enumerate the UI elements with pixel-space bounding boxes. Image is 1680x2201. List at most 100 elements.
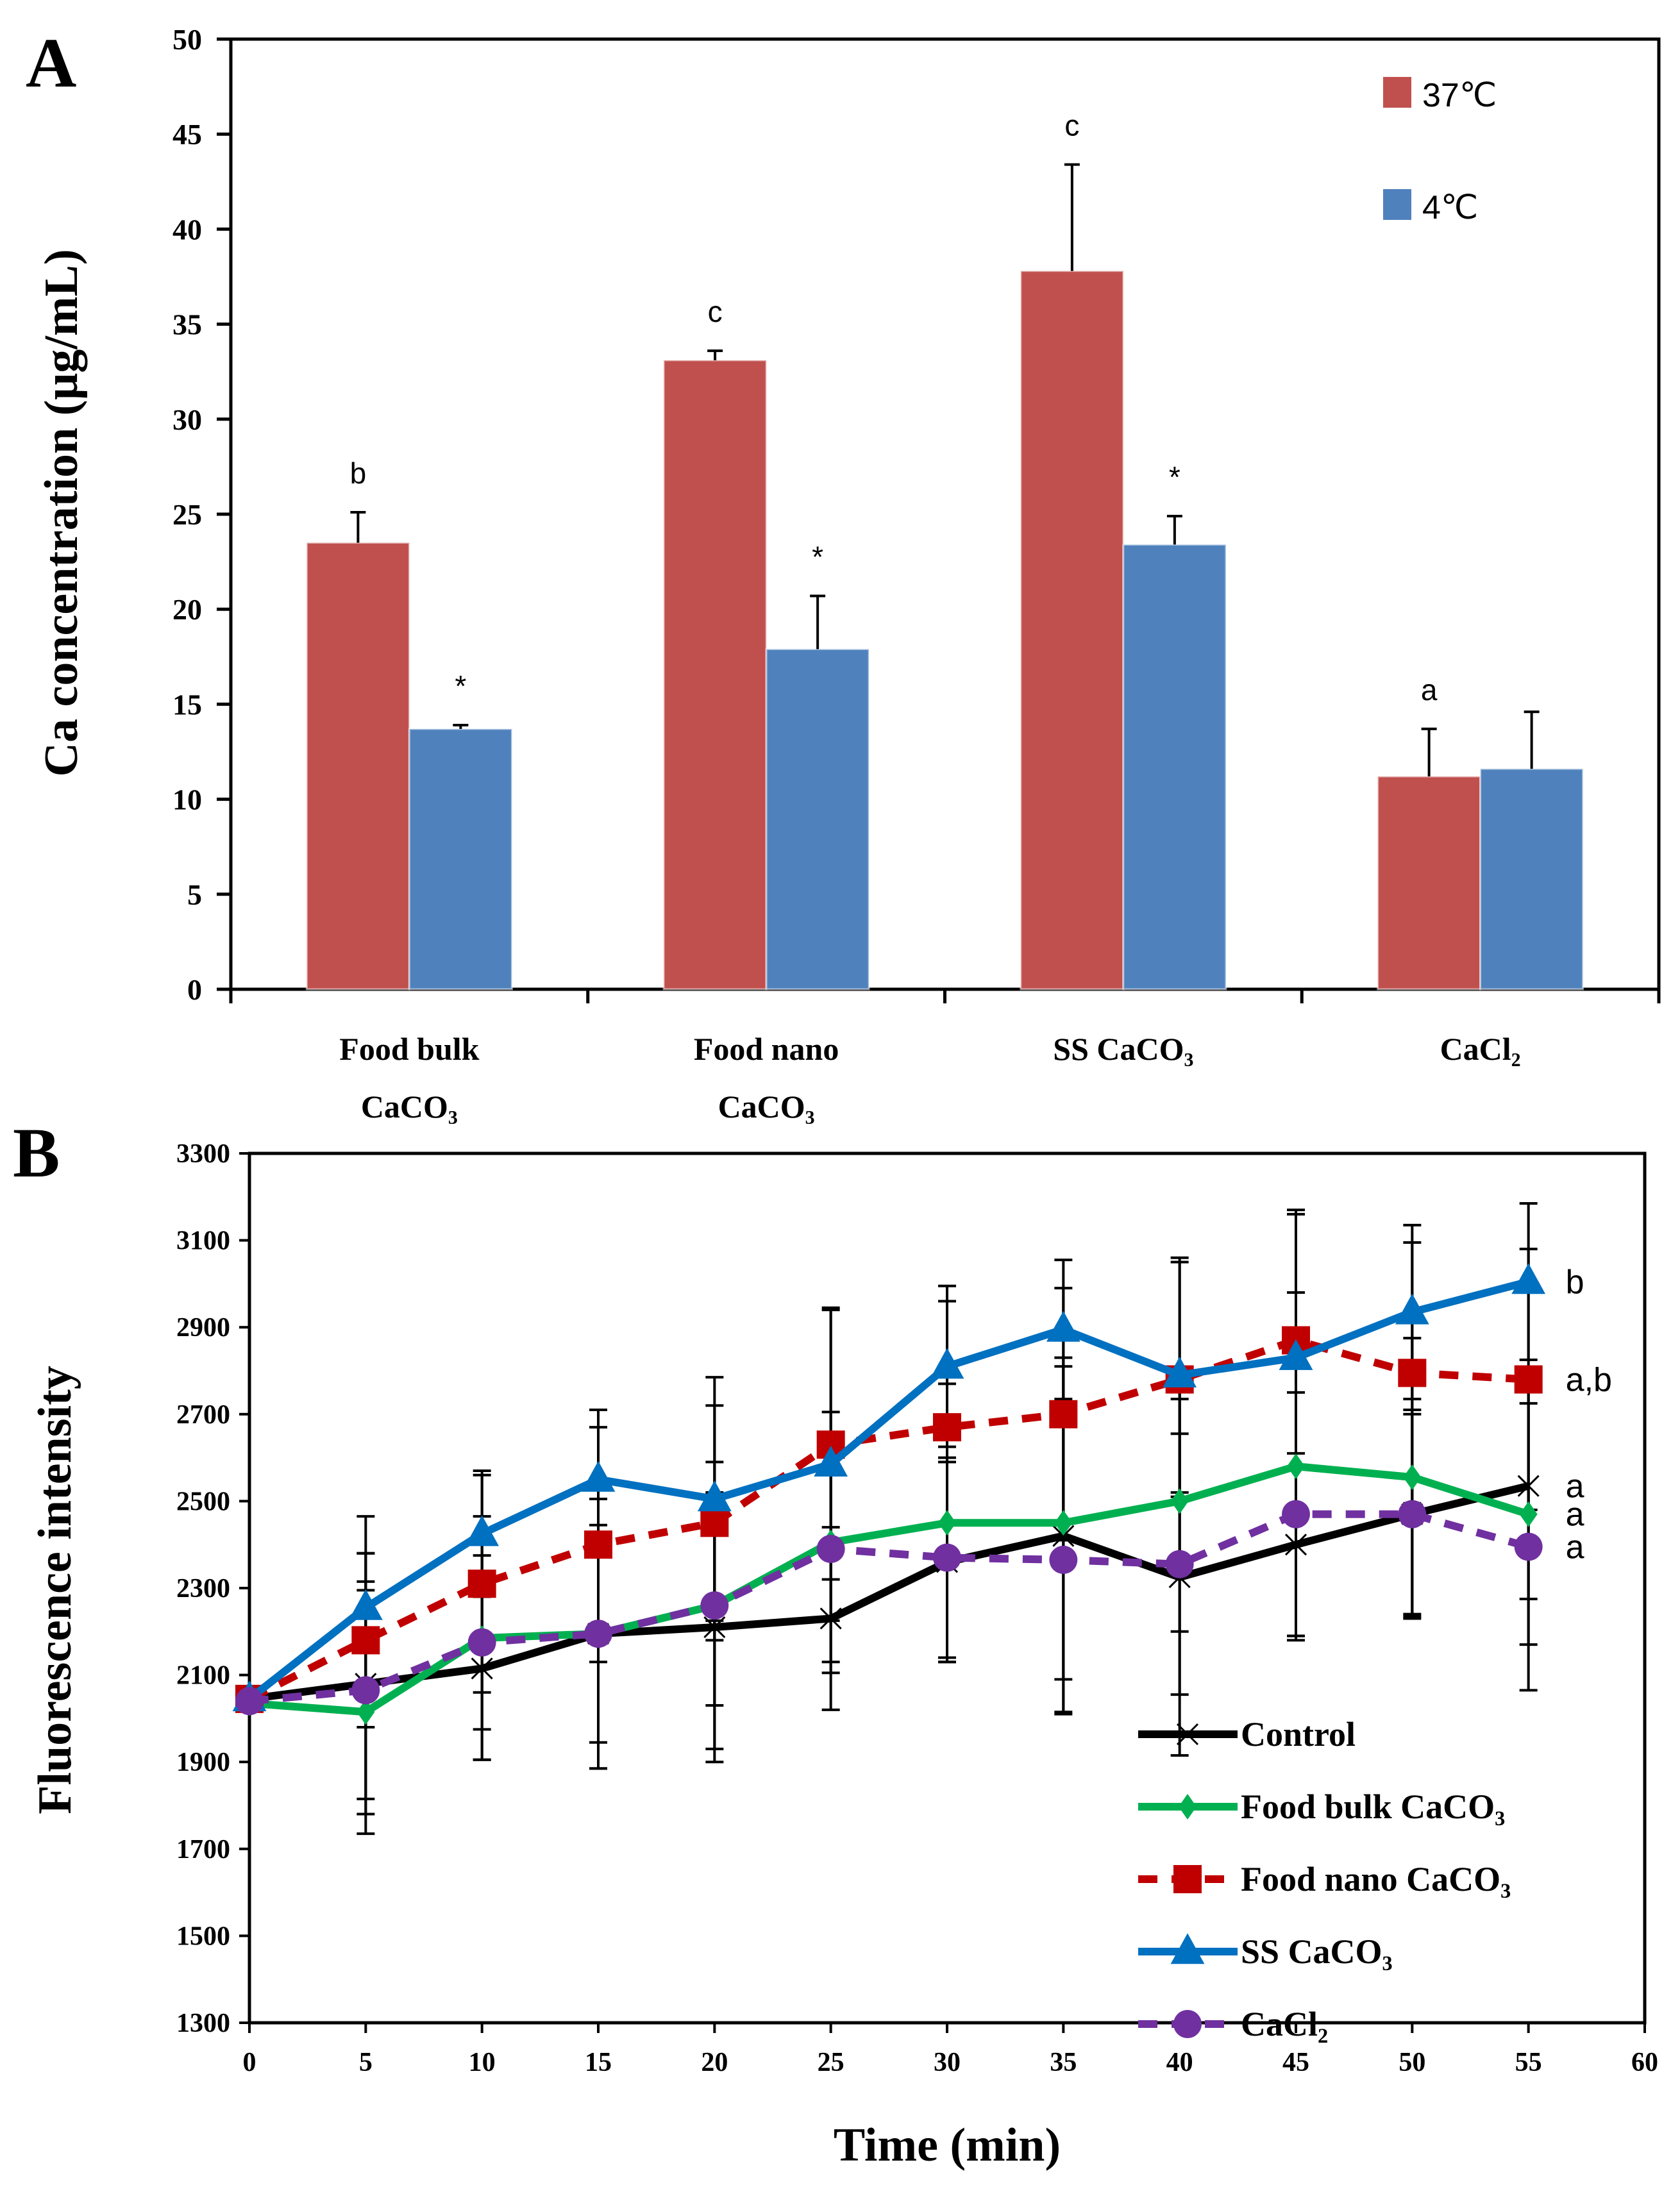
data-point xyxy=(1179,1794,1197,1820)
panel-b-letter: B xyxy=(13,1114,60,1192)
data-point xyxy=(1165,1550,1194,1578)
data-point xyxy=(584,1530,612,1559)
y-tick-label: 1300 xyxy=(176,2009,230,2038)
y-tick-label: 35 xyxy=(172,308,202,341)
data-point xyxy=(703,1616,726,1639)
data-point xyxy=(351,1676,380,1705)
data-point xyxy=(1519,1501,1538,1527)
bar xyxy=(1377,775,1482,991)
x-tick-label: 0 xyxy=(243,2048,256,2077)
bar xyxy=(1479,767,1584,991)
data-point xyxy=(1514,1532,1543,1561)
data-point xyxy=(1398,1359,1427,1387)
significance-label: c xyxy=(708,295,723,328)
marker-stroke xyxy=(819,1607,842,1630)
data-point xyxy=(235,1687,264,1716)
legend-label: CaCl₂ xyxy=(1241,2005,1328,2043)
data-point xyxy=(1054,1510,1073,1536)
significance-label: c xyxy=(1064,109,1079,142)
data-point xyxy=(1170,1488,1189,1514)
marker-stroke xyxy=(1052,1525,1075,1547)
data-point xyxy=(1049,1545,1078,1574)
marker-stroke xyxy=(703,1616,726,1639)
legend-label: SS CaCO₃ xyxy=(1241,1932,1393,1971)
y-tick-label: 20 xyxy=(172,593,202,626)
series-line xyxy=(249,1482,1530,1703)
y-tick-label: 2500 xyxy=(176,1487,230,1516)
data-point xyxy=(581,1460,616,1492)
bar xyxy=(765,648,870,991)
bar xyxy=(305,541,410,991)
y-tick-label: 15 xyxy=(172,688,202,721)
data-point xyxy=(700,1591,729,1620)
x-tick-label: 30 xyxy=(934,2048,961,2077)
y-tick-label: 3300 xyxy=(176,1139,230,1169)
end-significance-label: a,b xyxy=(1566,1362,1612,1399)
significance-label: a xyxy=(1421,673,1438,707)
panel-b: B 1300 1500 1700 1900 2100 2300 2500 2700 2900 31… xyxy=(13,1114,1658,2172)
data-point xyxy=(1173,1865,1202,1893)
x-category-label: SS CaCO₃ xyxy=(1053,1031,1193,1067)
data-point xyxy=(1052,1525,1075,1547)
y-tick-label: 1900 xyxy=(176,1748,230,1777)
x-category-label: CaCO₃ xyxy=(361,1089,458,1125)
data-point xyxy=(351,1626,380,1655)
data-point xyxy=(700,1509,729,1537)
x-category-label: Food bulk xyxy=(339,1031,479,1067)
y-tick-label: 0 xyxy=(187,973,202,1006)
data-point xyxy=(930,1348,964,1379)
panel-a-letter: A xyxy=(26,24,76,102)
data-point xyxy=(933,1413,961,1442)
data-point xyxy=(1049,1400,1078,1428)
data-point xyxy=(1279,1339,1313,1370)
x-category-label: CaCl₂ xyxy=(1440,1031,1521,1067)
y-tick-label: 50 xyxy=(172,23,202,56)
y-tick-label: 2900 xyxy=(176,1313,230,1343)
data-point xyxy=(697,1480,732,1512)
end-significance-label: a xyxy=(1566,1496,1584,1534)
data-point xyxy=(1403,1464,1422,1491)
data-point xyxy=(348,1589,383,1620)
x-tick-label: 50 xyxy=(1399,2048,1425,2077)
y-tick-label: 2300 xyxy=(176,1574,230,1603)
end-significance-label: b xyxy=(1566,1264,1584,1301)
x-tick-label: 25 xyxy=(818,2048,844,2077)
data-point xyxy=(819,1607,842,1630)
y-tick-label: 1500 xyxy=(176,1921,230,1951)
y-tick-label: 30 xyxy=(172,403,202,436)
panel-b-x-axis-label: Time (min) xyxy=(834,2119,1061,2172)
marker-stroke xyxy=(1176,1723,1199,1746)
data-point xyxy=(1046,1310,1080,1342)
data-point xyxy=(465,1515,500,1546)
data-point xyxy=(814,1445,848,1477)
bar xyxy=(662,359,768,991)
x-category-label: CaCO₃ xyxy=(718,1089,815,1125)
y-tick-label: 2700 xyxy=(176,1400,230,1430)
legend-swatch xyxy=(1383,189,1411,220)
panel-a-legend: 37℃ 4℃ xyxy=(1383,77,1497,226)
x-tick-label: 20 xyxy=(701,2048,728,2077)
data-point xyxy=(1176,1723,1199,1746)
marker-stroke xyxy=(1284,1534,1307,1556)
data-point xyxy=(471,1657,493,1680)
legend-label: Control xyxy=(1241,1715,1356,1753)
significance-label: b xyxy=(350,456,367,490)
data-point xyxy=(816,1534,845,1563)
y-tick-label: 1700 xyxy=(176,1835,230,1864)
data-point xyxy=(1287,1453,1305,1480)
data-point xyxy=(933,1543,961,1572)
panel-b-y-axis-label: Fluorescence intensity xyxy=(29,1366,81,1814)
series-line xyxy=(249,1510,1530,1705)
x-tick-label: 10 xyxy=(469,2048,496,2077)
data-point xyxy=(584,1619,612,1648)
significance-label: * xyxy=(812,540,823,573)
panel-b-legend: Control Food bulk CaCO₃ Food nano CaCO₃ SS … xyxy=(1138,1715,1511,2043)
x-category-label: Food nano xyxy=(694,1031,839,1067)
data-point xyxy=(938,1510,956,1536)
marker-stroke xyxy=(1517,1475,1540,1497)
data-point xyxy=(1398,1500,1427,1528)
data-point xyxy=(1395,1293,1429,1325)
data-point xyxy=(1514,1365,1543,1394)
data-point xyxy=(1173,2010,1202,2038)
significance-label: * xyxy=(455,669,466,703)
